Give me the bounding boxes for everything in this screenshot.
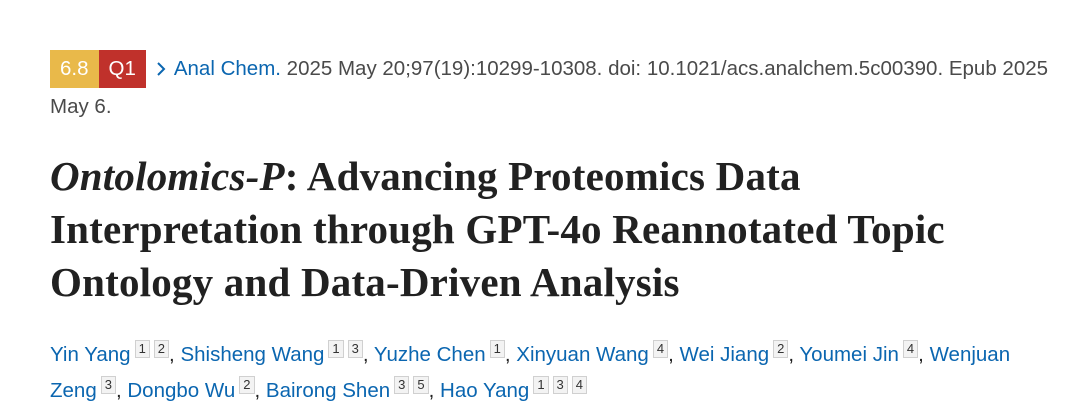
separator: , <box>504 343 511 366</box>
author-name[interactable]: Wei Jiang <box>679 343 770 366</box>
affiliation-number[interactable]: 3 <box>552 376 568 394</box>
separator: , <box>115 379 122 402</box>
article-title: Ontolomics-P: Advancing Proteomics Data … <box>50 150 1050 309</box>
citation-details: 2025 May 20;97(19):10299-10308. doi: 10.… <box>286 57 944 80</box>
affiliation-number[interactable]: 1 <box>489 340 505 358</box>
author: Hao Yang 1 3 4 <box>440 376 588 402</box>
citation: 6.8 Q1 Anal Chem. 2025 May 20;97(19):10299… <box>50 50 1050 126</box>
affiliation-number[interactable]: 5 <box>413 376 429 394</box>
author-name[interactable]: Yuzhe Chen <box>373 343 486 366</box>
author-name[interactable]: Yin Yang <box>50 343 131 366</box>
author-list: Yin Yang 1 2, Shisheng Wang 1 3, Yuzhe Chen 1… <box>50 337 1050 409</box>
separator: , <box>428 379 435 402</box>
author-name[interactable]: Xinyuan Wang <box>516 343 649 366</box>
epub-date: Epub 2025 May 6. <box>50 57 1049 118</box>
author: Yin Yang 1 2, <box>50 340 175 366</box>
affiliation-number[interactable]: 3 <box>394 376 410 394</box>
author: Youmei Jin 4, <box>799 340 924 366</box>
affiliation-number[interactable]: 2 <box>239 376 255 394</box>
affiliation-number[interactable]: 4 <box>652 340 669 358</box>
separator: , <box>362 343 369 366</box>
author-name[interactable]: Youmei Jin <box>799 343 899 366</box>
separator: , <box>668 343 674 366</box>
author: Bairong Shen 3 5, <box>265 376 435 402</box>
affiliation-number[interactable]: 4 <box>571 376 588 394</box>
journal-link[interactable]: Anal Chem. <box>173 57 281 80</box>
impact-factor-badge: 6.8 <box>50 50 99 88</box>
author-name[interactable]: Hao Yang <box>440 379 530 402</box>
author: Shisheng Wang 1 3, <box>180 340 369 366</box>
separator: , <box>918 343 924 366</box>
affiliation-number[interactable]: 3 <box>100 376 116 394</box>
author-name[interactable]: Shisheng Wang <box>180 343 325 366</box>
author: Wei Jiang 2, <box>679 340 795 366</box>
affiliation-number[interactable]: 1 <box>328 340 344 358</box>
title-rest: : Advancing Proteomics Data Interpretati… <box>50 153 945 305</box>
author: Wenjuan Zeng 3, <box>50 343 1010 402</box>
author: Dongbo Wu 2, <box>127 376 261 402</box>
author-name[interactable]: Wenjuan Zeng <box>50 343 1011 402</box>
chevron-icon <box>157 62 166 76</box>
affiliation-number[interactable]: 3 <box>347 340 363 358</box>
affiliation-number[interactable]: 1 <box>533 376 549 394</box>
affiliation-number[interactable]: 1 <box>134 340 150 358</box>
author: Yuzhe Chen 1, <box>373 340 511 366</box>
affiliation-number[interactable]: 2 <box>153 340 170 358</box>
separator: , <box>169 343 175 366</box>
author-name[interactable]: Bairong Shen <box>265 379 391 402</box>
author: Xinyuan Wang 4, <box>516 340 674 366</box>
separator: , <box>788 343 795 366</box>
separator: , <box>254 379 261 402</box>
title-italic: Ontolomics-P <box>50 153 285 199</box>
affiliation-number[interactable]: 4 <box>902 340 919 358</box>
author-name[interactable]: Dongbo Wu <box>127 379 236 402</box>
affiliation-number[interactable]: 2 <box>773 340 789 358</box>
quartile-badge: Q1 <box>98 50 146 88</box>
